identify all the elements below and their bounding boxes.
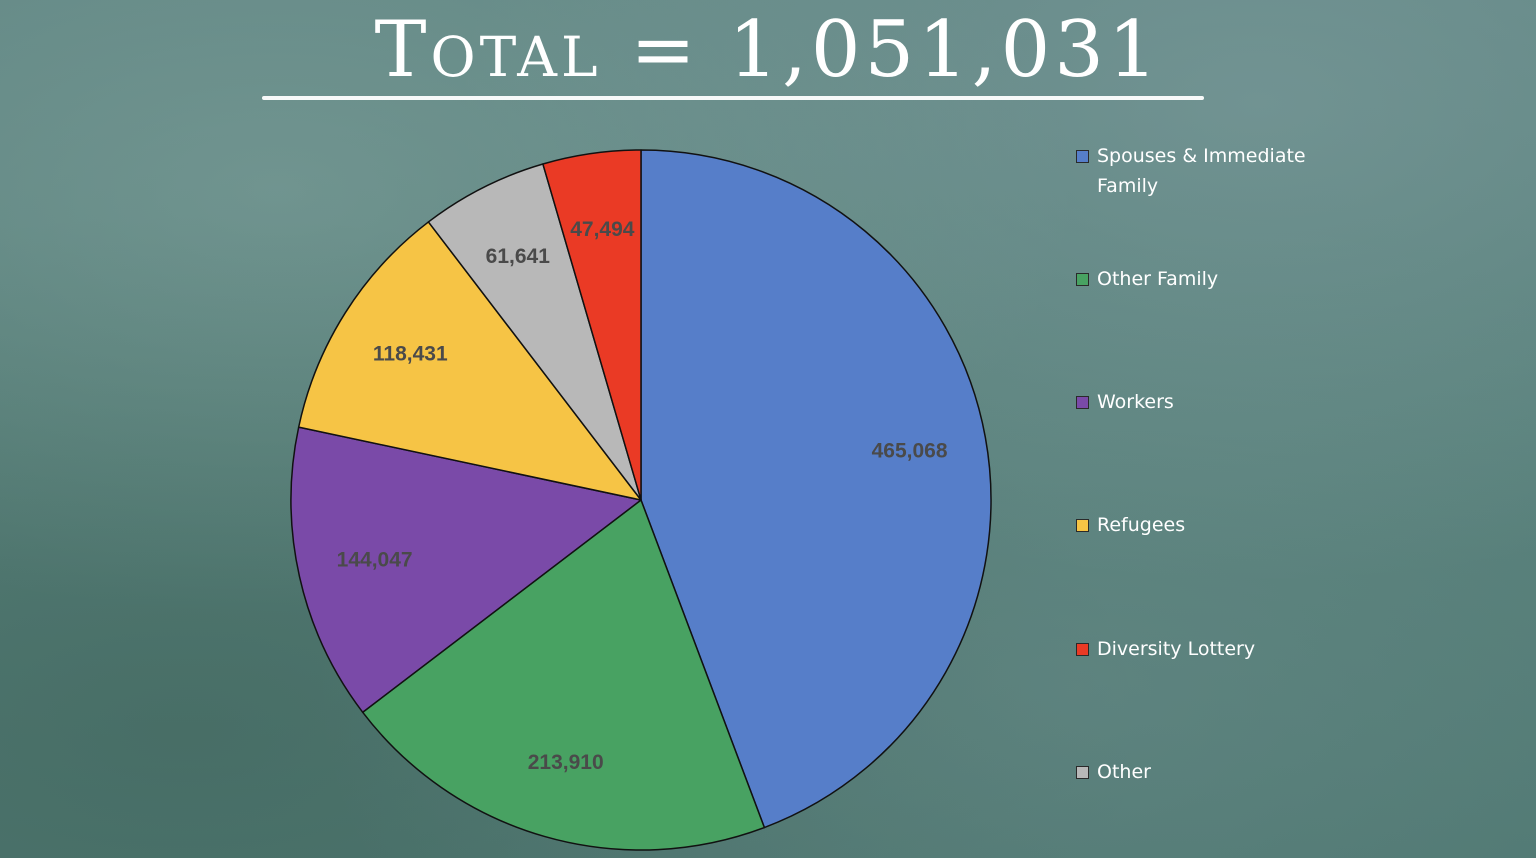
legend-item-spouses-immediate-family: Spouses & Immediate Family — [1076, 141, 1366, 201]
legend-item-workers: Workers — [1076, 387, 1366, 417]
data-label-workers: 144,047 — [337, 548, 413, 571]
legend-item-other: Other — [1076, 757, 1366, 787]
pie-slice-spouses-and-immediate-family — [640, 149, 992, 829]
legend-label: Diversity Lottery — [1097, 638, 1256, 660]
legend-item-other-family: Other Family — [1076, 264, 1366, 294]
legend-label: Other — [1097, 761, 1151, 783]
title-underline — [262, 96, 1204, 100]
pie-slice-diversity-lottery — [542, 149, 642, 501]
pie-slice-refugees — [297, 221, 642, 501]
legend-swatch — [1076, 766, 1089, 779]
legend-item-diversity-lottery: Diversity Lottery — [1076, 634, 1366, 664]
legend-swatch — [1076, 150, 1089, 163]
legend-swatch — [1076, 273, 1089, 286]
legend-label: Other Family — [1097, 268, 1219, 290]
data-label-refugees: 118,431 — [373, 343, 448, 366]
chart-title: Total = 1,051,031 — [374, 5, 1162, 95]
legend-label: Refugees — [1097, 514, 1186, 536]
data-label-diversity-lottery: 47,494 — [570, 218, 635, 241]
legend-label: Spouses & Immediate Family — [1097, 145, 1306, 197]
pie-slice-other — [427, 163, 642, 501]
pie-data-labels: 465,068 213,910 144,047 118,431 61,641 47,494 — [337, 218, 948, 774]
legend-item-refugees: Refugees — [1076, 510, 1366, 540]
legend-swatch — [1076, 519, 1089, 532]
legend-swatch — [1076, 396, 1089, 409]
legend-label: Workers — [1097, 391, 1174, 413]
data-label-spouses-and-immediate-family: 465,068 — [872, 440, 948, 463]
pie-slice-workers — [290, 426, 642, 714]
pie-slice-other-family — [361, 499, 766, 851]
pie-slices — [290, 149, 992, 851]
chart-legend: Spouses & Immediate Family Other Family … — [1076, 0, 1376, 858]
legend-swatch — [1076, 643, 1089, 656]
data-label-other-family: 213,910 — [528, 751, 604, 774]
data-label-other: 61,641 — [486, 245, 551, 268]
